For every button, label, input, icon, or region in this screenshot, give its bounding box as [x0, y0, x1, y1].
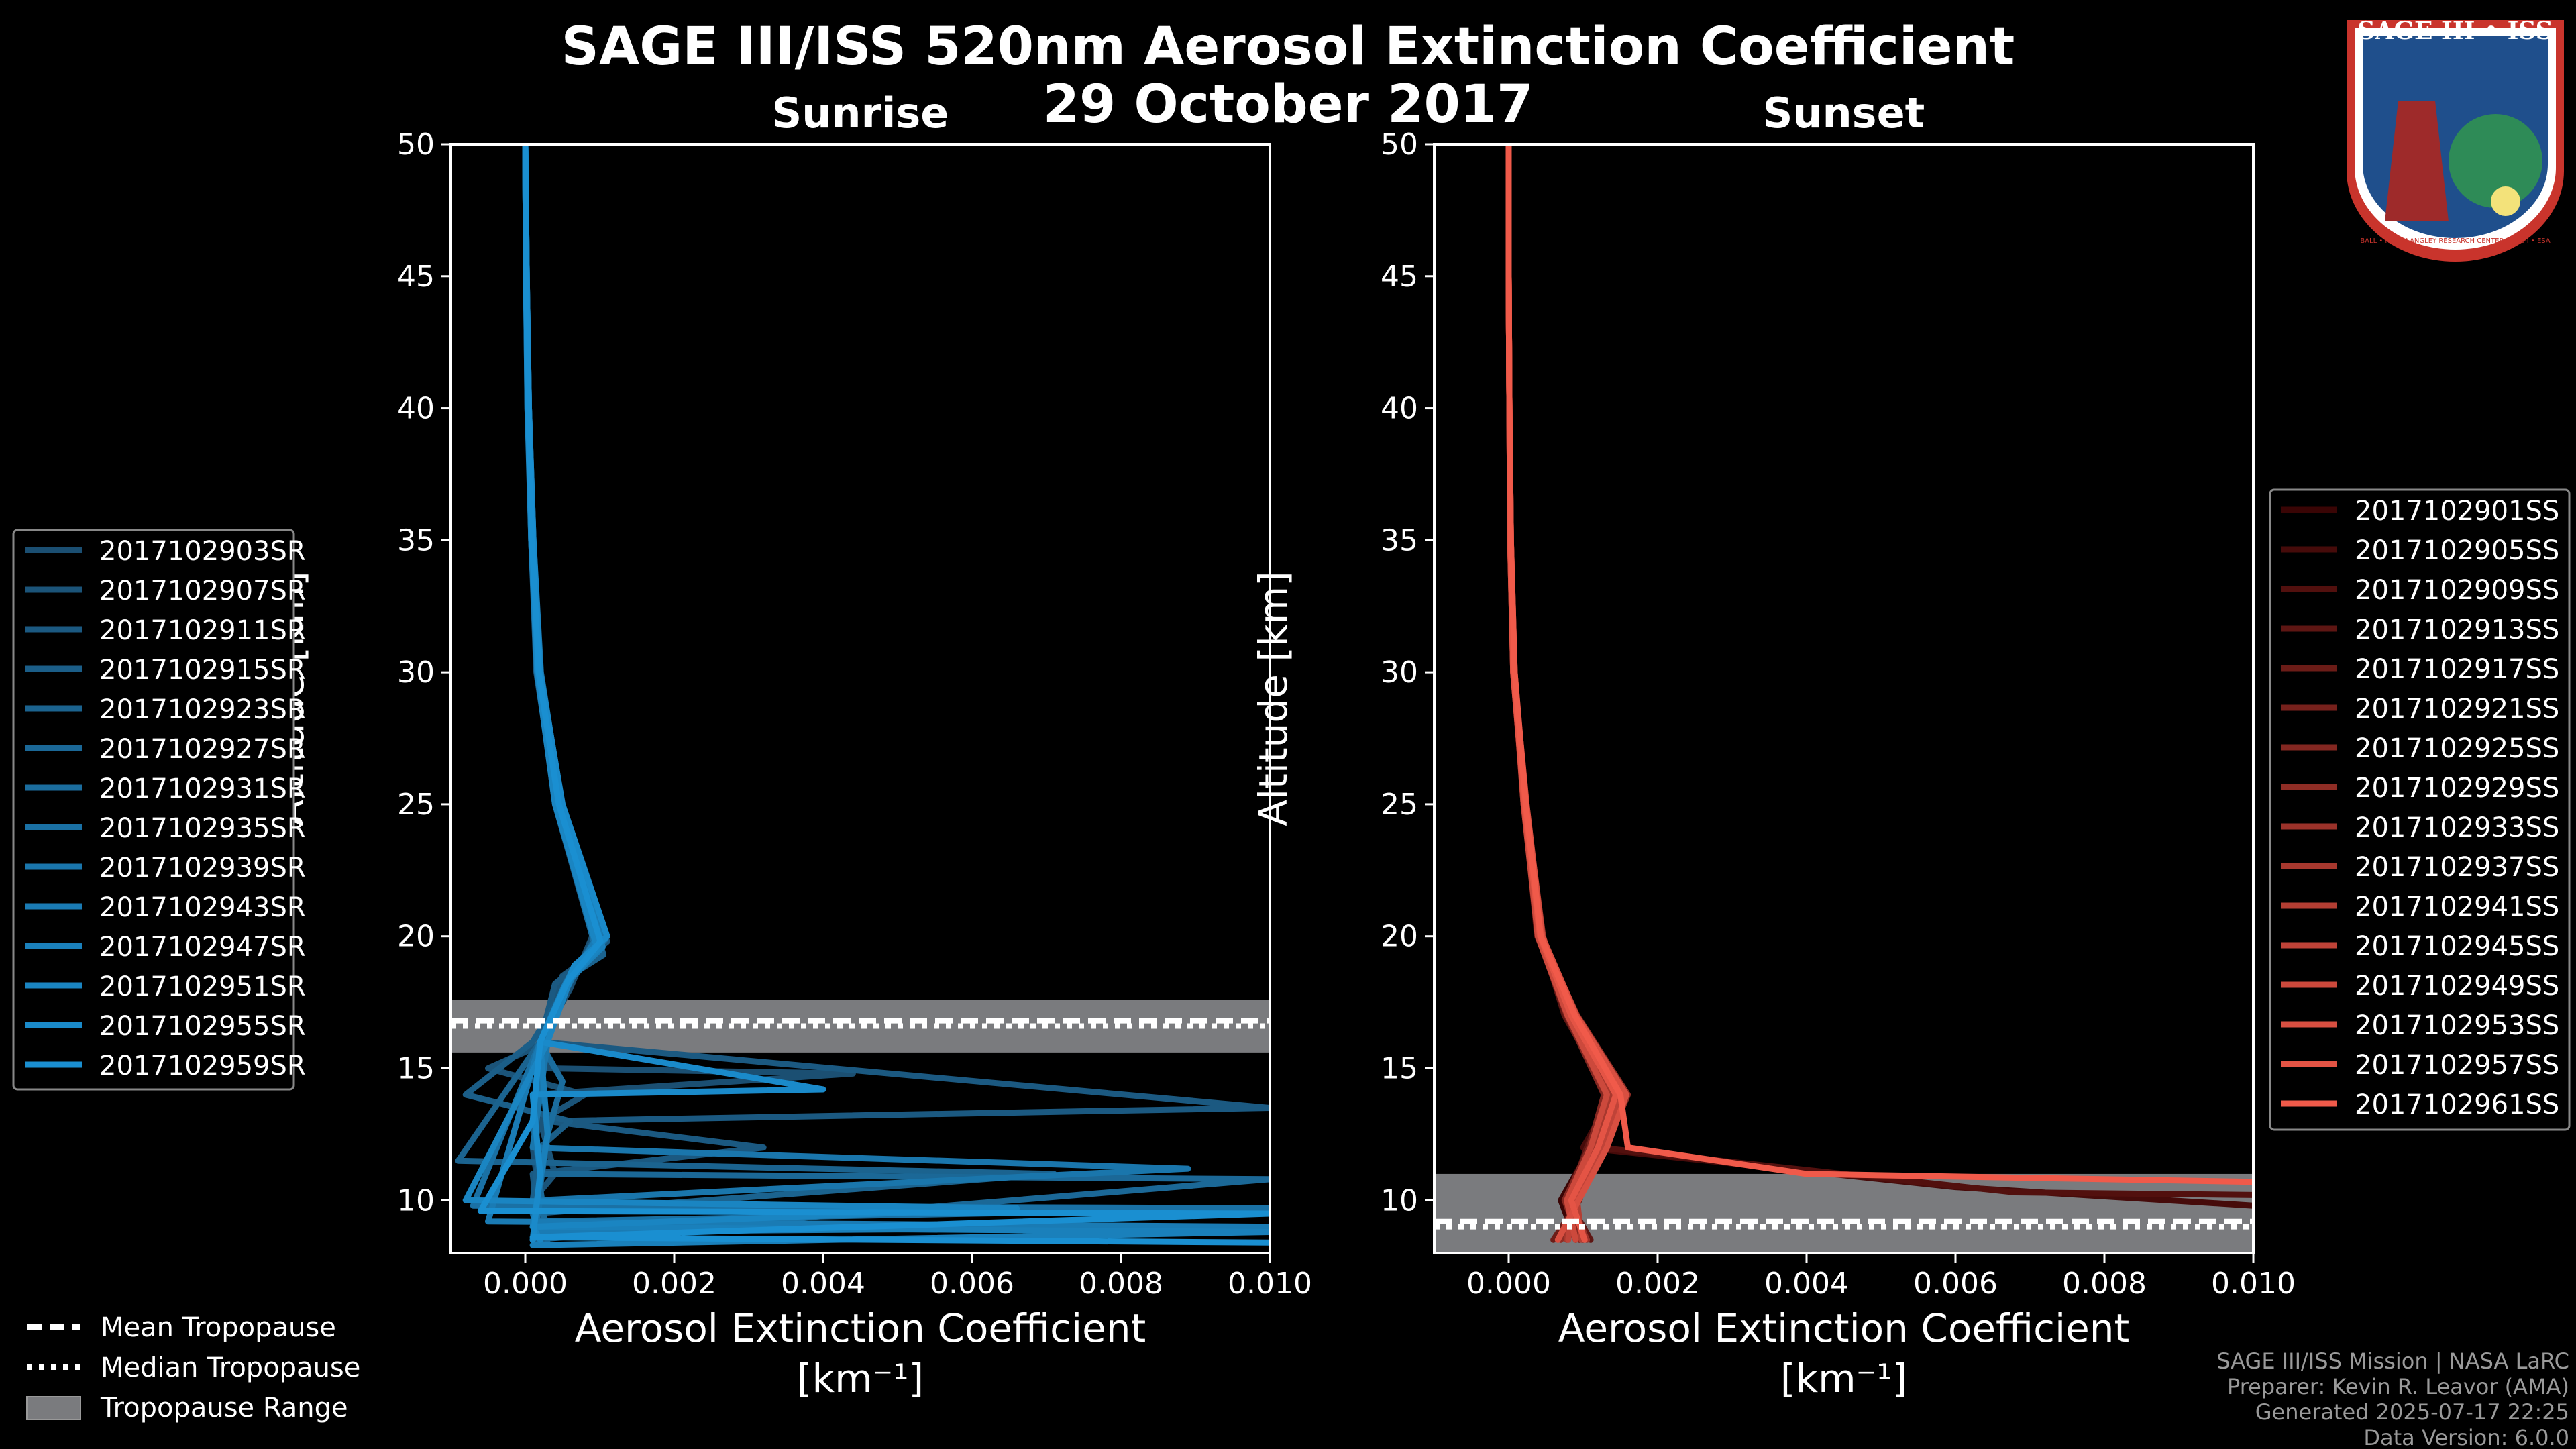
sunrise-y-tick-label: 45: [397, 260, 435, 294]
sunset-legend-label: 2017102961SS: [2355, 1089, 2559, 1120]
sunrise-legend-label: 2017102915SR: [99, 655, 306, 686]
sunrise-legend-label: 2017102903SR: [99, 536, 306, 567]
sunset-y-axis-label: Altitude [km]: [1250, 571, 1296, 826]
title-line-1: SAGE III/ISS 520nm Aerosol Extinction Co…: [561, 17, 2015, 77]
sunrise-legend-label: 2017102947SR: [99, 932, 306, 963]
sunrise-x-tick-label: 0.000: [483, 1267, 568, 1301]
sunset-legend-label: 2017102929SS: [2355, 773, 2559, 804]
tropopause-range-label: Tropopause Range: [100, 1393, 348, 1424]
sunset-legend-label: 2017102921SS: [2355, 694, 2559, 724]
sunrise-legend-label: 2017102939SR: [99, 853, 306, 883]
footer-line-4: Data Version: 6.0.0: [2363, 1425, 2569, 1449]
logo-title: SAGE III • ISS: [2357, 17, 2553, 45]
footer-credits: SAGE III/ISS Mission | NASA LaRC Prepare…: [2216, 1348, 2569, 1449]
median-tropopause-label: Median Tropopause: [101, 1352, 360, 1383]
sunrise-y-tick-label: 20: [397, 920, 435, 954]
sunset-x-tick-label: 0.004: [1764, 1267, 1849, 1301]
sunrise-x-axis-units: [km⁻¹]: [797, 1356, 924, 1401]
sunset-x-tick-label: 0.006: [1913, 1267, 1998, 1301]
sunset-panel-title: Sunset: [1763, 89, 1925, 138]
sunset-y-tick-label: 10: [1381, 1183, 1418, 1218]
sunset-legend-label: 2017102957SS: [2355, 1050, 2559, 1081]
sunset-legend: 2017102901SS 2017102905SS 2017102909SS 2017…: [2269, 488, 2571, 1131]
sunset-y-tick-label: 40: [1381, 392, 1418, 426]
sunrise-x-tick-label: 0.008: [1079, 1267, 1163, 1301]
sunrise-legend: 2017102903SR 2017102907SR 2017102911SR 2017…: [12, 529, 306, 1091]
sunset-legend-label: 2017102945SS: [2355, 931, 2559, 962]
sunset-y-tick-label: 20: [1381, 920, 1418, 954]
sunset-x-tick-label: 0.010: [2211, 1267, 2296, 1301]
sunset-legend-label: 2017102933SS: [2355, 812, 2559, 843]
sunrise-legend-label: 2017102911SR: [99, 615, 306, 646]
sunrise-legend-label: 2017102943SR: [99, 892, 306, 923]
sunset-legend-label: 2017102953SS: [2355, 1010, 2559, 1041]
sunset-legend-label: 2017102909SS: [2355, 575, 2559, 606]
sunrise-legend-label: 2017102951SR: [99, 971, 306, 1002]
sage-iii-iss-logo: SAGE III • ISS BALL • NASA LANGLEY RESEA…: [2347, 17, 2564, 262]
sunrise-x-axis-label: Aerosol Extinction Coefficient: [575, 1305, 1146, 1351]
sunset-chart: Sunset 10 15 20 25 30 35 40 45 50 0.000 0.002 0.004 0…: [1250, 89, 2296, 1401]
sunset-legend-label: 2017102937SS: [2355, 852, 2559, 883]
sunrise-y-tick-label: 50: [397, 127, 435, 162]
footer-line-3: Generated 2025-07-17 22:25: [2255, 1399, 2569, 1425]
sunrise-x-tick-label: 0.010: [1228, 1267, 1312, 1301]
sunrise-y-tick-label: 15: [397, 1052, 435, 1086]
sunrise-y-tick-label: 35: [397, 523, 435, 557]
sunset-x-tick-label: 0.008: [2062, 1267, 2147, 1301]
sunset-x-axis-units: [km⁻¹]: [1780, 1356, 1907, 1401]
sunset-legend-label: 2017102901SS: [2355, 496, 2559, 527]
sunset-y-tick-label: 25: [1381, 788, 1418, 822]
footer-line-1: SAGE III/ISS Mission | NASA LaRC: [2216, 1348, 2569, 1374]
sunset-y-tick-label: 15: [1381, 1052, 1418, 1086]
sunrise-y-tick-label: 30: [397, 655, 435, 690]
sunset-axes-frame: [1433, 143, 2255, 1254]
sunrise-legend-label: 2017102955SR: [99, 1011, 306, 1042]
sunrise-chart: Sunrise 10 15 20 25 30 35 40 45 50 0.000 0.002 0.004…: [267, 89, 1312, 1401]
sunset-x-axis-label: Aerosol Extinction Coefficient: [1558, 1305, 2130, 1351]
sunset-legend-label: 2017102905SS: [2355, 535, 2559, 566]
footer-line-2: Preparer: Kevin R. Leavor (AMA): [2227, 1374, 2569, 1399]
sunset-x-tick-label: 0.002: [1615, 1267, 1700, 1301]
sunrise-legend-label: 2017102907SR: [99, 576, 306, 606]
sunrise-x-tick-label: 0.004: [781, 1267, 865, 1301]
logo-ring-text: BALL • NASA LANGLEY RESEARCH CENTER • TA…: [2360, 237, 2551, 245]
sunrise-axes-frame: [449, 143, 1271, 1254]
title-line-2: 29 October 2017: [1043, 74, 1534, 135]
sunset-legend-label: 2017102913SS: [2355, 614, 2559, 645]
sunrise-y-tick-label: 40: [397, 392, 435, 426]
sunset-y-tick-label: 45: [1381, 260, 1418, 294]
sunrise-legend-label: 2017102935SR: [99, 813, 306, 844]
sunset-y-tick-label: 30: [1381, 655, 1418, 690]
sunset-legend-label: 2017102949SS: [2355, 971, 2559, 1002]
sunset-legend-label: 2017102917SS: [2355, 654, 2559, 685]
sunrise-legend-label: 2017102959SR: [99, 1051, 306, 1081]
sunrise-x-tick-label: 0.002: [632, 1267, 716, 1301]
sunrise-y-tick-label: 25: [397, 788, 435, 822]
sunset-legend-label: 2017102941SS: [2355, 892, 2559, 922]
sunset-legend-label: 2017102925SS: [2355, 733, 2559, 764]
sunrise-panel-title: Sunrise: [772, 89, 949, 138]
sunset-series-line: [1505, 144, 2253, 1185]
sunrise-series-line: [477, 144, 1270, 1246]
tropopause-range-swatch: [26, 1396, 81, 1420]
sunrise-x-tick-label: 0.006: [930, 1267, 1014, 1301]
sunrise-legend-label: 2017102923SR: [99, 694, 306, 725]
sunset-x-tick-label: 0.000: [1466, 1267, 1551, 1301]
sunrise-y-tick-label: 10: [397, 1183, 435, 1218]
sunset-y-tick-label: 50: [1381, 127, 1418, 162]
mean-tropopause-label: Mean Tropopause: [101, 1312, 336, 1343]
tropopause-legend: Mean Tropopause Median Tropopause Tropop…: [26, 1312, 360, 1424]
sunset-y-tick-label: 35: [1381, 523, 1418, 557]
sunrise-legend-label: 2017102927SR: [99, 734, 306, 765]
sunrise-legend-label: 2017102931SR: [99, 773, 306, 804]
